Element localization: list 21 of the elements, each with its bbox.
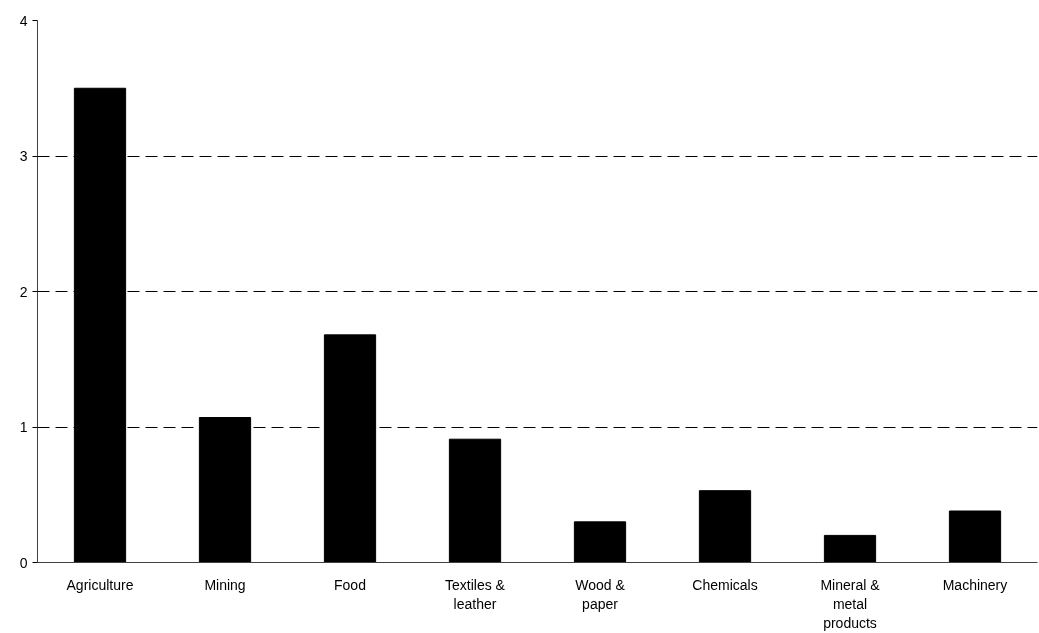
y-tick-label: 3 (19, 148, 28, 164)
bar (198, 417, 252, 563)
y-tick-label: 1 (19, 419, 28, 435)
x-tick-label: Chemicals (692, 576, 758, 593)
bar (573, 521, 627, 563)
bar (948, 510, 1002, 563)
y-tick-label: 4 (19, 12, 28, 29)
y-tick-label: 2 (19, 283, 28, 300)
bar (823, 534, 877, 563)
x-tick-label: Agriculture (66, 576, 134, 593)
x-tick-label: Machinery (942, 576, 1008, 593)
x-tick-label: Mining (204, 576, 246, 593)
bar (448, 438, 502, 563)
x-tick-label: Textiles & leather (445, 576, 506, 612)
bar (323, 334, 377, 563)
bar (698, 490, 752, 563)
bar (73, 87, 127, 563)
x-tick-label: Food (334, 576, 366, 593)
y-tick-label: 0 (19, 554, 28, 571)
x-tick-label: Mineral & metal products (820, 576, 881, 631)
x-tick-label: Wood & paper (575, 576, 626, 612)
